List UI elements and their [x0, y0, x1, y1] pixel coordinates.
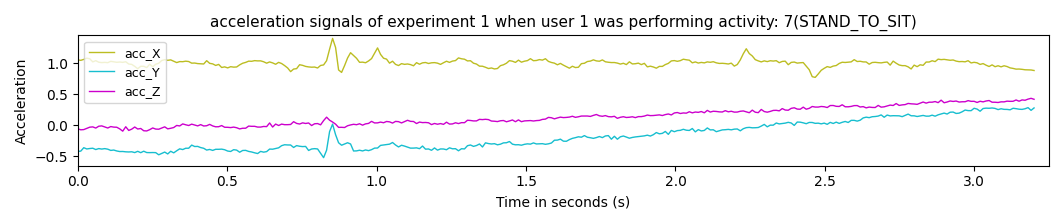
acc_Y — [71, 150, 84, 153]
acc_Y — [210, 148, 222, 151]
acc_Z — [914, 102, 927, 105]
acc_Z — [116, 130, 129, 133]
Legend: acc_X, acc_Y, acc_Z: acc_X, acc_Y, acc_Z — [84, 42, 166, 103]
X-axis label: Time in seconds (s): Time in seconds (s) — [496, 195, 631, 209]
Line: acc_X: acc_X — [78, 38, 1034, 78]
acc_X — [327, 37, 339, 40]
acc_Z — [213, 125, 226, 128]
Line: acc_Z: acc_Z — [78, 98, 1034, 131]
acc_Y — [749, 126, 762, 129]
acc_Z — [860, 107, 872, 109]
acc_X — [1028, 69, 1041, 72]
acc_X — [210, 64, 222, 67]
acc_Y — [1028, 107, 1041, 109]
acc_X — [761, 60, 774, 63]
acc_Z — [1028, 98, 1041, 101]
acc_Y — [1021, 106, 1034, 109]
acc_Z — [71, 127, 84, 130]
acc_X — [809, 76, 821, 79]
acc_Z — [761, 111, 774, 114]
Y-axis label: Acceleration: Acceleration — [15, 57, 29, 144]
Line: acc_Y: acc_Y — [78, 108, 1034, 158]
acc_X — [863, 63, 876, 66]
acc_Z — [1025, 97, 1037, 100]
acc_Y — [761, 125, 774, 128]
acc_X — [749, 58, 762, 61]
acc_Z — [749, 111, 762, 114]
acc_Y — [569, 136, 582, 139]
acc_Y — [317, 156, 330, 159]
acc_Z — [569, 116, 582, 119]
Title: acceleration signals of experiment 1 when user 1 was performing activity: 7(STAN: acceleration signals of experiment 1 whe… — [210, 15, 917, 31]
acc_X — [569, 66, 582, 69]
acc_Y — [860, 116, 872, 118]
acc_X — [917, 64, 930, 67]
acc_Y — [914, 115, 927, 117]
acc_X — [71, 58, 84, 61]
